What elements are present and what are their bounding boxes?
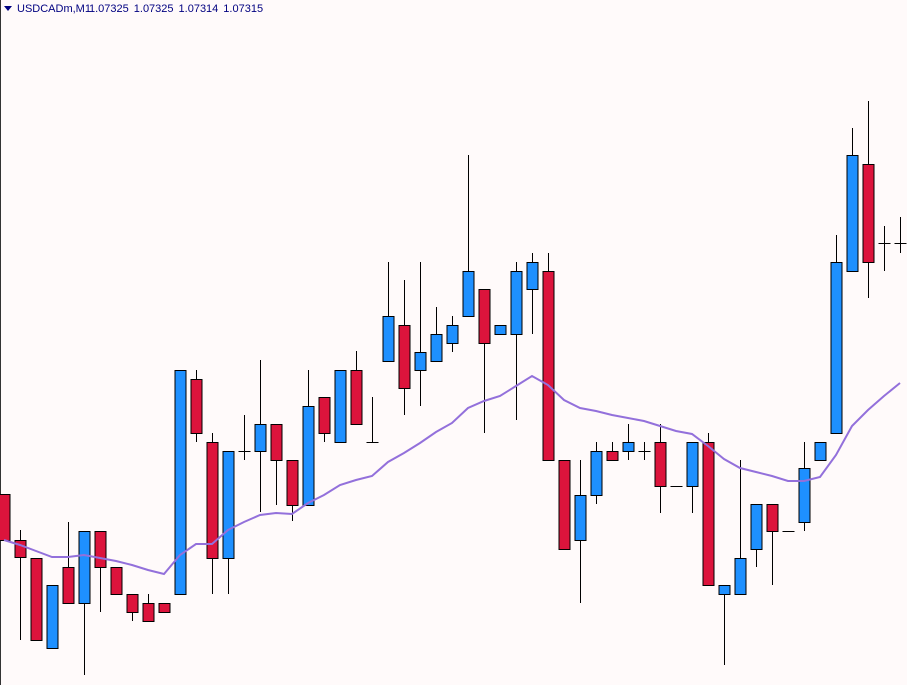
candle-body [110, 567, 123, 595]
candle-body [206, 442, 219, 559]
candle-body [494, 325, 507, 335]
candle-body [542, 271, 555, 461]
moving-average [3, 374, 901, 576]
candle-body [14, 540, 27, 558]
candle-body [0, 494, 11, 541]
candle-body [174, 370, 187, 595]
candle-body [478, 289, 491, 344]
candle-body [814, 442, 827, 461]
candle-body [46, 585, 59, 649]
candle-body [62, 567, 75, 604]
candle-body [446, 325, 459, 344]
candle-body [622, 442, 635, 452]
candle-body [318, 397, 331, 434]
candle-body [702, 442, 715, 586]
candle-body [414, 352, 427, 371]
candle-body [558, 460, 571, 550]
candle-body [526, 262, 539, 290]
candle-body [750, 504, 763, 550]
candle-body [846, 155, 859, 272]
quote-value: 1.07325 [89, 3, 129, 15]
menu-icon[interactable] [4, 6, 12, 11]
candle-body [862, 164, 875, 263]
candle-body [830, 262, 843, 434]
candle-body [286, 460, 299, 506]
quote-value: 1.07314 [179, 3, 219, 15]
candle-body [718, 585, 731, 595]
candle-body [158, 603, 171, 613]
candle-body [334, 370, 347, 443]
candle-body [94, 531, 107, 568]
candle-body [430, 334, 443, 362]
quote-value: 1.07325 [134, 3, 174, 15]
candle-body [510, 271, 523, 335]
candle-body [654, 442, 667, 487]
candle-body [254, 424, 267, 452]
candle-body [606, 451, 619, 461]
candle-body [766, 504, 779, 532]
candle-body [270, 424, 283, 461]
candle-body [126, 594, 139, 613]
candle-body [222, 451, 235, 559]
candle-body [734, 558, 747, 595]
candle-body [302, 406, 315, 506]
candle-body [350, 370, 363, 425]
chart-title: USDCADm,M1 [17, 3, 91, 15]
candle-body [30, 558, 43, 641]
candle-body [590, 451, 603, 496]
candle-body [190, 379, 203, 434]
candle-body [382, 316, 395, 362]
candle-body [78, 531, 91, 604]
candle-body [462, 271, 475, 317]
quote-value: 1.07315 [223, 3, 263, 15]
candle-body [798, 468, 811, 523]
candle-body [574, 495, 587, 541]
candle-body [686, 442, 699, 487]
candle-body [398, 325, 411, 389]
candle-body [142, 603, 155, 622]
